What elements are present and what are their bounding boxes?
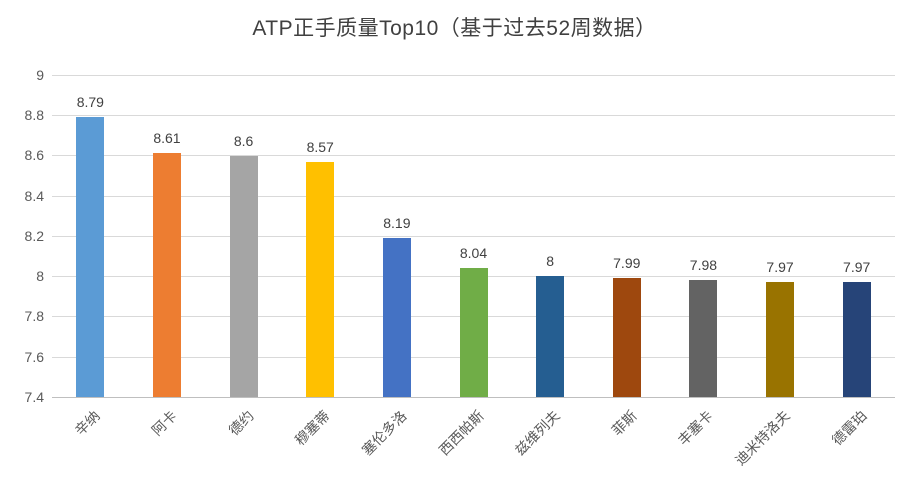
bar-5 — [382, 238, 411, 397]
y-tick-label: 7.8 — [24, 308, 44, 324]
bar-value-label: 8.79 — [76, 94, 104, 111]
gridline — [52, 236, 895, 237]
bar-value-label: 8.19 — [383, 215, 411, 231]
bar-11 — [842, 282, 871, 397]
y-tick-label: 7.6 — [24, 349, 44, 365]
y-tick-label: 8.2 — [24, 228, 44, 244]
y-tick-label: 8 — [36, 268, 44, 284]
bar-3 — [229, 155, 258, 397]
x-axis-line — [52, 397, 895, 398]
bar-2 — [152, 153, 181, 397]
bar-value-label: 8.61 — [153, 130, 181, 147]
bar-9 — [689, 280, 718, 397]
bar-value-label: 7.97 — [843, 259, 871, 276]
bar-10 — [766, 282, 795, 397]
bar-value-label: 7.97 — [766, 259, 794, 276]
bar-value-label: 7.99 — [613, 255, 641, 272]
x-category-label-box: 德雷珀 — [739, 406, 869, 448]
y-tick-label: 8.8 — [24, 107, 44, 123]
gridline — [52, 75, 895, 76]
gridline — [52, 196, 895, 197]
bar-4 — [306, 161, 335, 397]
bar-8 — [612, 278, 641, 397]
y-tick-label: 8.4 — [24, 188, 44, 204]
bar-value-label: 8 — [546, 253, 555, 270]
chart-title: ATP正手质量Top10（基于过去52周数据） — [252, 17, 657, 40]
gridline — [52, 155, 895, 156]
bar-value-label: 7.98 — [689, 257, 718, 274]
x-category-label: 德雷珀 — [828, 407, 870, 449]
bar-1 — [76, 117, 105, 397]
bar-7 — [536, 276, 565, 397]
y-tick-label: 7.4 — [24, 389, 44, 405]
bar-value-label: 8.6 — [233, 132, 254, 149]
gridline — [52, 115, 895, 116]
bar-value-label: 8.04 — [459, 245, 488, 262]
y-tick-label: 9 — [36, 67, 44, 83]
bar-value-label: 8.57 — [306, 138, 334, 155]
y-tick-label: 8.6 — [24, 147, 44, 163]
bar-6 — [459, 268, 488, 397]
